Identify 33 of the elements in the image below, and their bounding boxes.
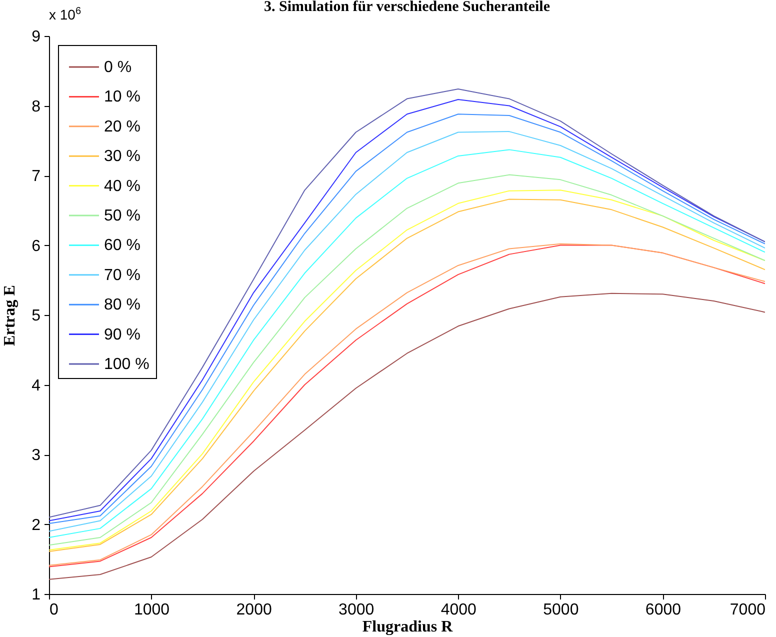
y-tick-label: 4 [32,377,41,394]
legend-label: 50 % [104,208,140,224]
line-series [49,292,765,580]
text: x 10$^{6}$ [49,6,82,23]
x-tick-label: 2000 [236,602,272,618]
y-tick-label: 5 [32,308,41,324]
x-tick-label: 7000 [730,602,766,618]
legend-label: 70 % [104,266,140,284]
legend-label: 80 % [104,296,140,314]
y-tick-label: 9 [32,28,41,46]
y-tick-label: 3 [32,447,41,464]
x-tick-label: 6000 [645,602,682,618]
y-tick-label: 2 [32,516,41,534]
x-tick-label: 0 [50,602,58,618]
y-tick-label: 7 [32,168,41,185]
y-tick-label: 6 [32,238,41,255]
x-tick-label: 3000 [338,602,374,618]
y-tick-label: 8 [32,98,41,116]
legend-label: 20 % [104,118,140,136]
x-tick-label: 5000 [543,602,579,618]
legend-label: 90 % [104,326,140,344]
legend-label: 60 % [104,237,140,254]
x-tick-label: 1000 [134,602,170,618]
legend-label: 10 % [104,88,140,106]
legend-label: 30 % [104,148,140,166]
x-axis-title: Flugradius R [362,618,454,636]
legend-label: 100 % [104,356,150,373]
x-tick-label: 4000 [440,602,477,618]
chart-title: 3. Simulation für verschiedene Sucheranteile [264,0,550,15]
legend-label: 0 % [104,59,132,76]
y-axis-title: Ertrag E [2,285,19,346]
legend-label: 40 % [104,178,140,195]
y-tick-label: 1 [32,586,41,604]
